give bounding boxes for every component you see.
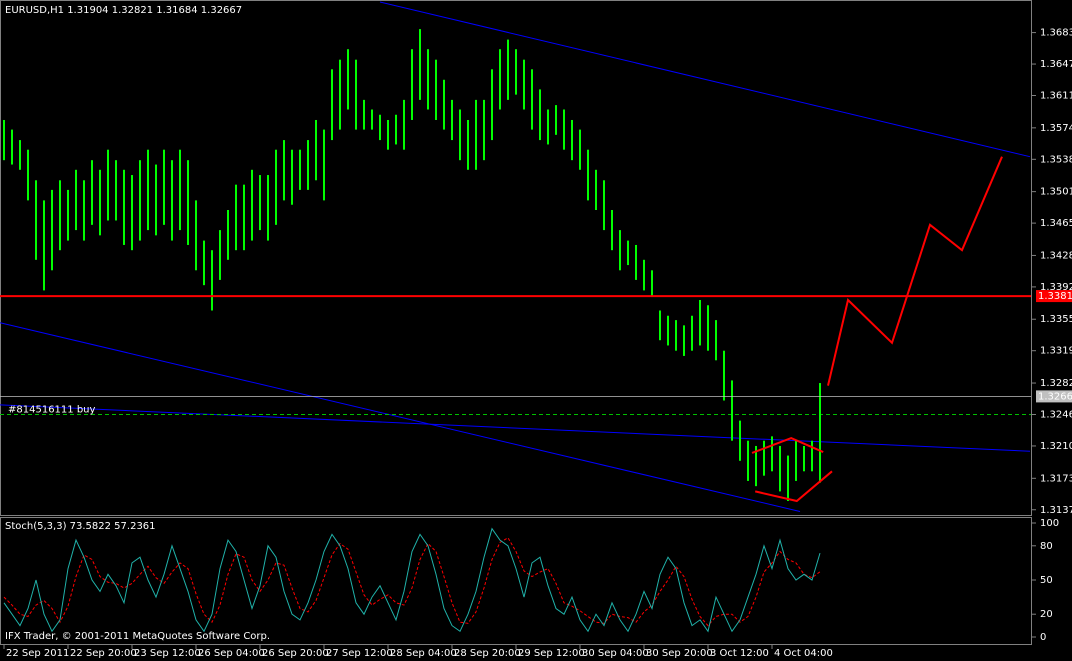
x-tick-label: 26 Sep 04:00 (198, 648, 265, 659)
y-tick-label: 1.35380 (1040, 154, 1072, 165)
x-tick-label: 23 Sep 12:00 (134, 648, 201, 659)
x-tick-label: 3 Oct 12:00 (710, 648, 769, 659)
price-level-box (1036, 390, 1072, 403)
y-tick-label: 100 (1040, 518, 1059, 529)
x-tick-label: 27 Sep 12:00 (326, 648, 393, 659)
y-tick-label: 1.36110 (1040, 91, 1072, 102)
order-label: #814516111 buy (8, 404, 96, 415)
y-tick-label: 1.35010 (1040, 187, 1072, 198)
y-tick-label: 80 (1040, 541, 1053, 552)
x-tick-label: 28 Sep 04:00 (390, 648, 457, 659)
y-tick-label: 20 (1040, 609, 1053, 620)
x-tick-label: 30 Sep 20:00 (646, 648, 713, 659)
x-tick-label: 4 Oct 04:00 (774, 648, 833, 659)
y-tick-label: 1.34280 (1040, 250, 1072, 261)
y-tick-label: 1.32460 (1040, 409, 1072, 420)
chart-title: EURUSD,H1 1.31904 1.32821 1.31684 1.3266… (5, 5, 242, 16)
drawn-line (379, 1, 1031, 158)
y-tick-label: 1.33550 (1040, 314, 1072, 325)
stoch-line (3, 527, 821, 633)
drawn-line (754, 470, 833, 503)
x-tick-label: 28 Sep 20:00 (454, 648, 521, 659)
copyright: IFX Trader, © 2001-2011 MetaQuotes Softw… (5, 631, 270, 642)
drawn-line (751, 437, 824, 454)
y-tick-label: 50 (1040, 575, 1053, 586)
x-tick-label: 22 Sep 20:00 (70, 648, 137, 659)
y-tick-label: 1.36470 (1040, 59, 1072, 70)
y-tick-label: 1.31370 (1040, 505, 1072, 516)
x-tick-label: 22 Sep 2011 (6, 648, 69, 659)
x-tick-label: 29 Sep 12:00 (518, 648, 585, 659)
drawn-line (0, 404, 1031, 452)
y-tick-label: 1.36830 (1040, 28, 1072, 39)
y-tick-label: 1.35740 (1040, 123, 1072, 134)
drawn-line (827, 156, 1003, 386)
y-tick-label: 1.34650 (1040, 218, 1072, 229)
stoch-line (3, 537, 821, 627)
indicator-title: Stoch(5,3,3) 73.5822 57.2361 (5, 521, 156, 532)
y-tick-label: 1.31730 (1040, 473, 1072, 484)
x-tick-label: 26 Sep 20:00 (262, 648, 329, 659)
y-tick-label: 1.32820 (1040, 378, 1072, 389)
x-tick-label: 30 Sep 04:00 (582, 648, 649, 659)
price-level-label: 1.32667 (1038, 391, 1072, 402)
y-tick-label: 1.33920 (1040, 282, 1072, 293)
stoch-panel (0, 517, 1032, 645)
y-tick-label: 1.32100 (1040, 441, 1072, 452)
price-level-label: 1.33815 (1038, 291, 1072, 302)
drawn-line (0, 322, 801, 512)
y-tick-label: 0 (1040, 632, 1046, 643)
price-level-box (1036, 290, 1072, 303)
main-panel (0, 0, 1032, 516)
y-tick-label: 1.33190 (1040, 346, 1072, 357)
